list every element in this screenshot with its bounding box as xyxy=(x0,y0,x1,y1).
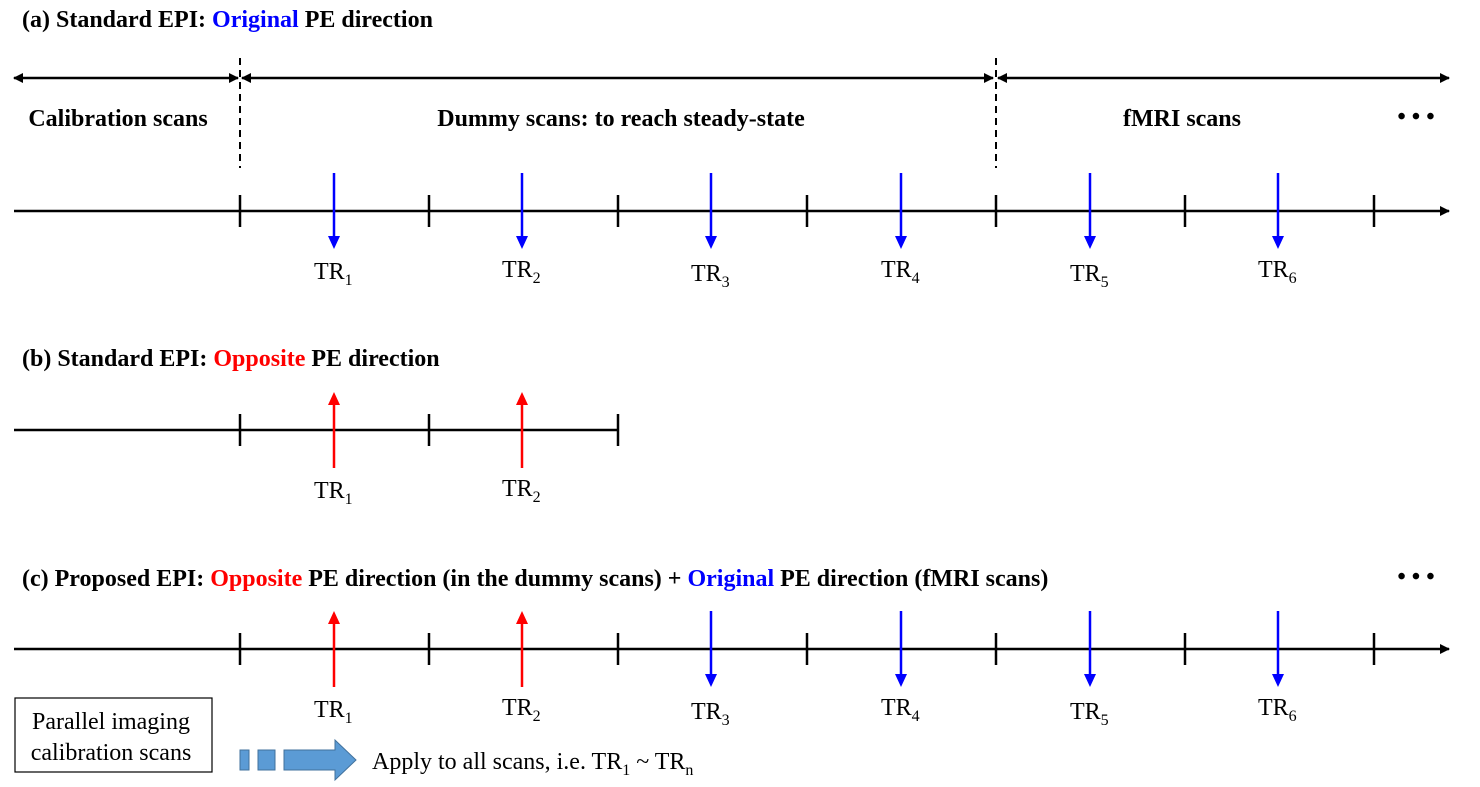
arrows-a: TR1 TR2 TR3 TR4 TR5 TR6 xyxy=(314,173,1297,291)
ticks-a xyxy=(238,195,1376,227)
panel-b-tr-label-2: TR2 xyxy=(502,476,541,506)
panel-a-arrow-down-icon-6 xyxy=(1272,236,1284,249)
panel-c-arrow-down-icon-6 xyxy=(1272,674,1284,687)
panel-c-tr-label-1: TR1 xyxy=(314,697,353,727)
dummy-scans-label: Dummy scans: to reach steady-state xyxy=(437,106,805,132)
calibration-legend-box xyxy=(14,697,213,773)
panel-c-arrow-up-icon-1 xyxy=(328,611,340,624)
panel-c-arrow-up-icon-2 xyxy=(516,611,528,624)
block-small-2 xyxy=(257,749,276,771)
panel-a: (a) Standard EPI: Original PE direction … xyxy=(13,7,1450,291)
panel-b-arrow-up-icon-2 xyxy=(516,392,528,405)
panel-a-tr-label-2: TR2 xyxy=(502,257,541,287)
panel-c-arrow-down-icon-5 xyxy=(1084,674,1096,687)
panel-c-title: (c) Proposed EPI: Opposite PE direction … xyxy=(22,566,1048,592)
panel-c-tr-label-5: TR5 xyxy=(1070,699,1109,729)
block-small-1 xyxy=(239,749,250,771)
legend-box-line1: Parallel imaging xyxy=(32,709,190,735)
arrows-b: TR1 TR2 xyxy=(314,392,541,508)
ellipsis-c: • • • xyxy=(1397,564,1434,590)
panel-b: (b) Standard EPI: Opposite PE direction … xyxy=(14,346,620,508)
panel-a-arrow-down-icon-1 xyxy=(328,236,340,249)
panel-c-arrow-down-icon-4 xyxy=(895,674,907,687)
panel-a-arrow-down-icon-2 xyxy=(516,236,528,249)
apply-text: Apply to all scans, i.e. TR1 ~ TRn xyxy=(372,749,693,779)
ellipsis-a: • • • xyxy=(1397,104,1434,130)
arrows-c: TR1 TR2 TR3 TR4 TR5 TR6 xyxy=(314,611,1297,729)
panel-a-arrow-down-icon-3 xyxy=(705,236,717,249)
panel-a-tr-label-5: TR5 xyxy=(1070,261,1109,291)
panel-a-tr-label-4: TR4 xyxy=(881,257,920,287)
panel-c-tr-label-3: TR3 xyxy=(691,699,730,729)
panel-a-title: (a) Standard EPI: Original PE direction xyxy=(22,7,433,33)
legend: Parallel imaging calibration scans Apply… xyxy=(14,697,693,782)
panel-a-arrow-down-icon-4 xyxy=(895,236,907,249)
panel-b-tr-label-1: TR1 xyxy=(314,478,353,508)
panel-c-arrow-down-icon-3 xyxy=(705,674,717,687)
panel-c: (c) Proposed EPI: Opposite PE direction … xyxy=(14,564,1450,729)
legend-box-line2: calibration scans xyxy=(31,740,192,766)
ticks-c xyxy=(238,633,1376,665)
panel-a-tr-label-6: TR6 xyxy=(1258,257,1297,287)
ticks-b xyxy=(238,414,620,446)
panel-c-tr-label-6: TR6 xyxy=(1258,695,1297,725)
panel-b-arrow-up-icon-1 xyxy=(328,392,340,405)
panel-a-arrow-down-icon-5 xyxy=(1084,236,1096,249)
panel-a-tr-label-1: TR1 xyxy=(314,259,353,289)
block-arrow-icon xyxy=(283,738,357,782)
fmri-scans-label: fMRI scans xyxy=(1123,106,1241,132)
panel-c-tr-label-4: TR4 xyxy=(881,695,920,725)
panel-a-tr-label-3: TR3 xyxy=(691,261,730,291)
calibration-scans-label: Calibration scans xyxy=(28,106,207,132)
panel-c-tr-label-2: TR2 xyxy=(502,695,541,725)
panel-b-title: (b) Standard EPI: Opposite PE direction xyxy=(22,346,440,372)
